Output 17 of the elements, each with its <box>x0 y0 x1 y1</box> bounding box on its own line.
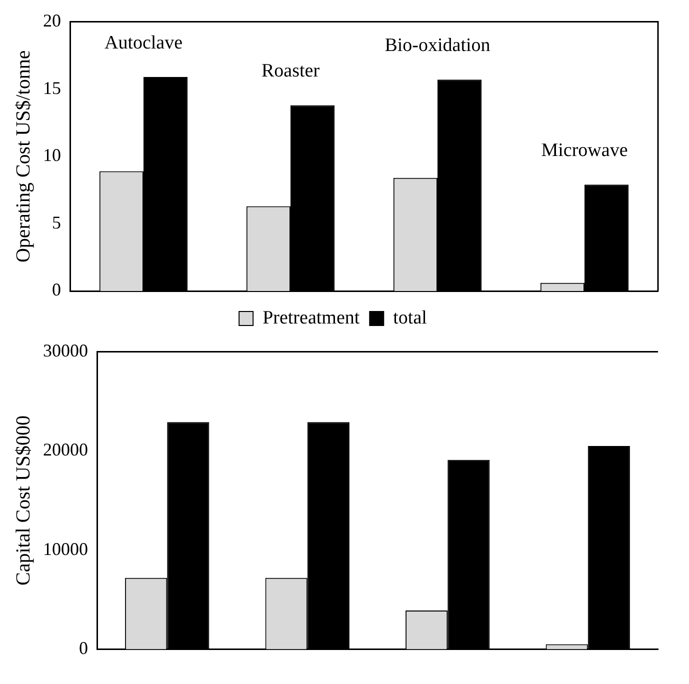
y-tick-label: 15 <box>43 78 61 98</box>
category-label: Roaster <box>261 60 320 82</box>
y-tick-label: 5 <box>52 212 61 232</box>
y-tick-label: 10 <box>43 145 61 166</box>
category-label: Autoclave <box>104 32 183 54</box>
y-tick-label: 20 <box>43 10 61 31</box>
legend-label: Pretreatment <box>262 307 360 328</box>
y-axis-title: Operating Cost US$/tonne <box>12 50 34 263</box>
category-label: Microwave <box>541 140 628 162</box>
y-axis-title: Capital Cost US$000 <box>12 415 34 586</box>
legend-label: total <box>393 307 427 328</box>
y-tick-label: 10000 <box>43 538 88 559</box>
y-tick-label: 30000 <box>43 340 88 361</box>
category-label: Bio-oxidation <box>384 35 490 56</box>
y-tick-label: 0 <box>52 280 61 300</box>
y-tick-label: 0 <box>79 638 88 658</box>
y-tick-label: 20000 <box>43 440 88 460</box>
